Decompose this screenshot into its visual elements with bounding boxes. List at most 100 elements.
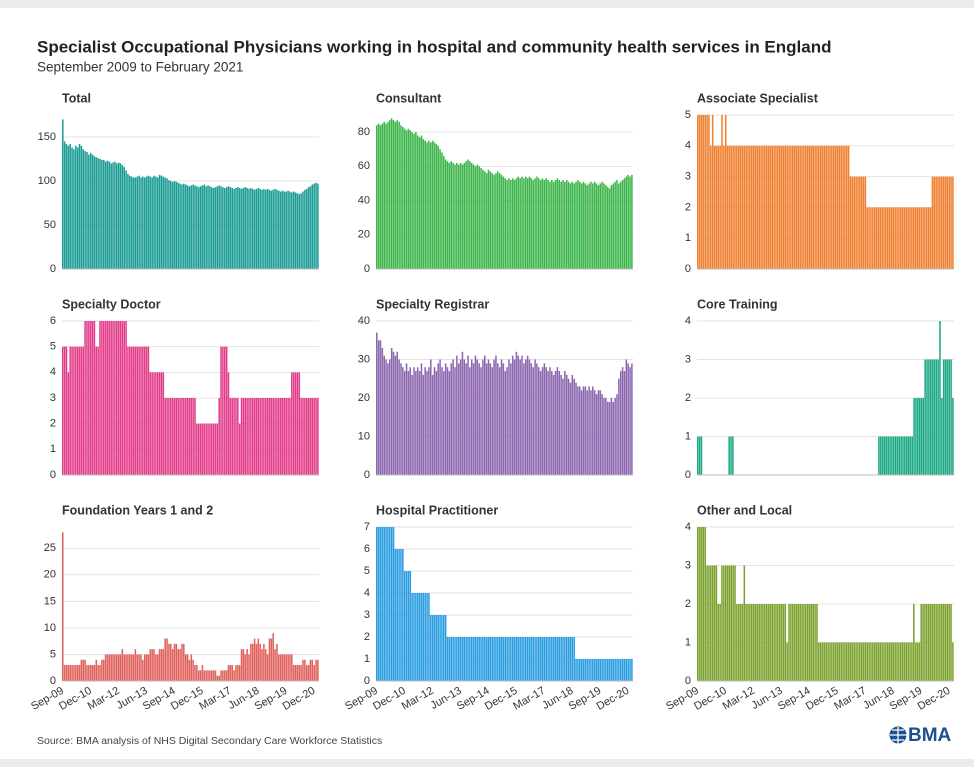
bar [465, 637, 467, 681]
bar [603, 398, 605, 475]
bar [237, 187, 239, 269]
bar [944, 176, 947, 269]
bar [484, 637, 486, 681]
bar [558, 371, 561, 475]
bar [119, 163, 122, 269]
bar [771, 604, 774, 681]
bar [183, 183, 185, 269]
bar [892, 436, 895, 475]
bar [810, 604, 813, 681]
bar [255, 643, 258, 681]
bar [523, 178, 525, 269]
bar [603, 183, 605, 269]
y-tick-label: 1 [685, 636, 691, 648]
bar [543, 180, 546, 269]
bar [487, 359, 490, 475]
bar [400, 549, 402, 681]
bar [266, 398, 269, 475]
bar [381, 123, 384, 269]
bar [379, 125, 382, 270]
bar [396, 549, 399, 681]
bar [93, 156, 96, 269]
bar [946, 604, 949, 681]
bar [147, 175, 150, 269]
bar [110, 163, 112, 269]
bar [160, 175, 163, 269]
y-tick-label: 0 [364, 675, 370, 687]
bar [881, 436, 884, 475]
bar [883, 207, 885, 269]
bar [894, 207, 896, 269]
y-tick-label: 30 [358, 353, 370, 365]
bar [210, 670, 213, 681]
bar [437, 145, 439, 269]
bar [767, 145, 770, 269]
bar [418, 137, 421, 269]
bar [76, 147, 79, 269]
bar [754, 604, 757, 681]
bar [713, 565, 716, 681]
bar [376, 125, 378, 270]
bar [879, 207, 882, 269]
bar [612, 659, 615, 681]
bar [444, 159, 447, 269]
bar [530, 637, 533, 681]
bar [142, 346, 144, 475]
bar [909, 207, 911, 269]
bar [296, 193, 299, 269]
bar [448, 371, 451, 475]
bar [915, 398, 917, 475]
bar [142, 659, 144, 681]
bar [454, 367, 456, 475]
bar [736, 604, 738, 681]
bar [75, 346, 77, 475]
bar [156, 177, 159, 269]
bar [873, 642, 876, 681]
bar [924, 207, 926, 269]
bar [926, 359, 928, 475]
bar [129, 175, 131, 269]
bar [86, 665, 88, 681]
bar [948, 359, 950, 475]
bar [95, 157, 98, 269]
bar [697, 527, 699, 681]
bar [261, 189, 263, 269]
bar [747, 145, 749, 269]
bar [80, 145, 83, 269]
bar [240, 398, 243, 475]
y-tick-label: 2 [685, 392, 691, 404]
bar [409, 571, 412, 681]
bar [517, 637, 520, 681]
bar [127, 654, 129, 681]
bar [416, 367, 419, 475]
bar [618, 659, 620, 681]
bar [136, 176, 139, 269]
bar [831, 642, 833, 681]
bar [939, 321, 941, 475]
bar [629, 176, 631, 269]
bar [123, 321, 125, 475]
bar [952, 176, 954, 269]
bar [225, 187, 228, 269]
bar [409, 367, 412, 475]
bar [521, 355, 523, 475]
bar [616, 394, 618, 475]
bar [426, 593, 428, 681]
bar [62, 532, 64, 681]
bar [511, 355, 514, 475]
bar [261, 398, 263, 475]
bar [752, 604, 755, 681]
bar [469, 367, 471, 475]
bar [272, 633, 274, 681]
bar [181, 398, 183, 475]
y-tick-label: 0 [50, 675, 56, 687]
bar [946, 359, 949, 475]
bar [457, 164, 460, 269]
bar [756, 145, 759, 269]
bar [803, 145, 805, 269]
bar [186, 398, 189, 475]
bar [235, 665, 237, 681]
bar [896, 436, 899, 475]
bar [424, 140, 426, 269]
